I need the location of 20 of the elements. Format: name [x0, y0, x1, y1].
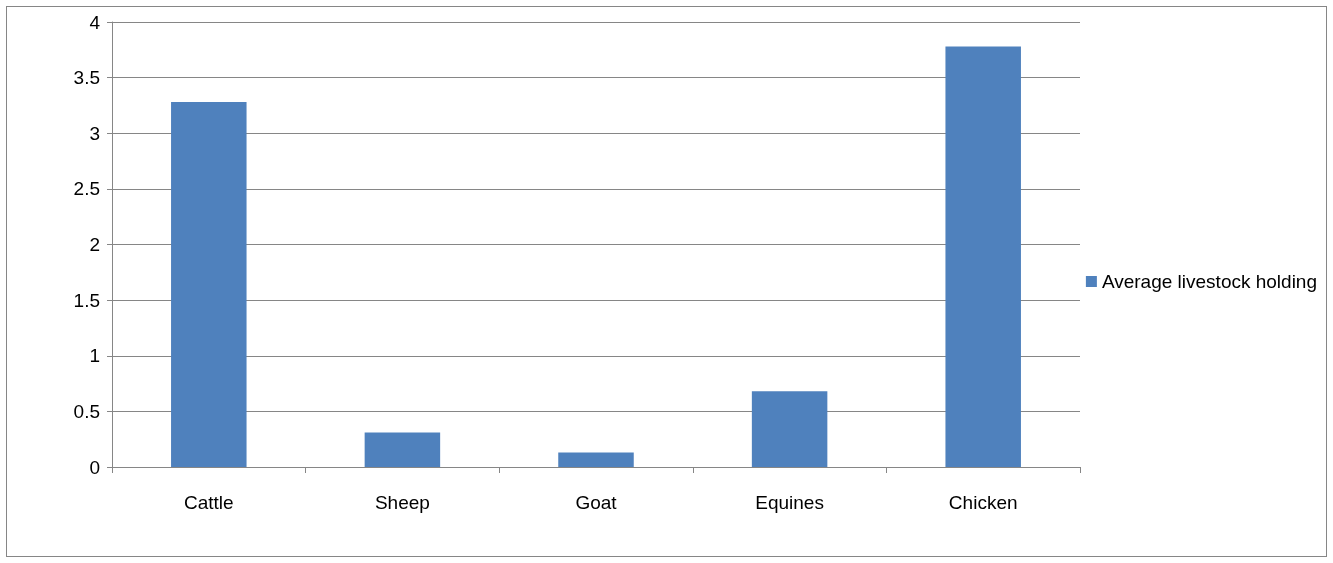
y-tick-label: 1.5 [73, 289, 100, 311]
x-tick-label: Sheep [374, 492, 430, 513]
y-tick-label: 4 [89, 11, 101, 33]
y-tick-label: 0 [89, 456, 100, 478]
y-tick-label: 2.5 [73, 178, 100, 200]
y-tick-label: 2 [89, 234, 100, 255]
x-tick-label: Chicken [948, 492, 1018, 513]
y-tick-label: 3 [89, 122, 100, 144]
legend-label: Average livestock holding [1101, 271, 1318, 292]
bar [945, 46, 1021, 467]
y-tick-label: 0.5 [73, 400, 100, 422]
y-tick-label: 3.5 [73, 67, 100, 89]
bar [558, 452, 634, 467]
x-tick-label: Cattle [183, 492, 234, 513]
x-tick-label: Equines [755, 492, 824, 513]
x-tick-label: Goat [575, 492, 618, 513]
bar [751, 391, 828, 467]
bar [171, 102, 247, 467]
y-tick-label: 1 [89, 345, 100, 367]
bar [364, 432, 441, 467]
